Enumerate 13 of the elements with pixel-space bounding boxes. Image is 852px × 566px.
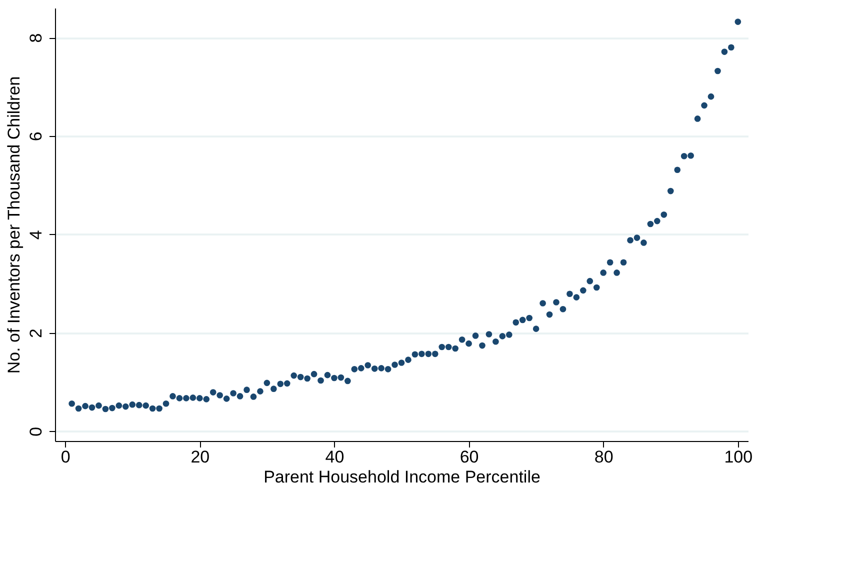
x-tick-label: 0 — [60, 448, 70, 466]
x-axis-title: Parent Household Income Percentile — [264, 468, 540, 486]
y-tick-label: 8 — [26, 33, 46, 43]
x-tick-label: 20 — [190, 448, 210, 466]
x-tick-label: 60 — [460, 448, 479, 466]
y-tick-label: 0 — [26, 426, 46, 436]
y-tick-label: 6 — [26, 132, 46, 142]
x-tick-label: 100 — [724, 448, 753, 466]
x-tick-label: 40 — [325, 448, 344, 466]
y-axis-title: No. of Inventors per Thousand Children — [4, 76, 24, 374]
y-tick-label: 2 — [26, 328, 46, 338]
y-tick-label: 4 — [26, 230, 46, 240]
x-tick-label: 80 — [594, 448, 614, 466]
